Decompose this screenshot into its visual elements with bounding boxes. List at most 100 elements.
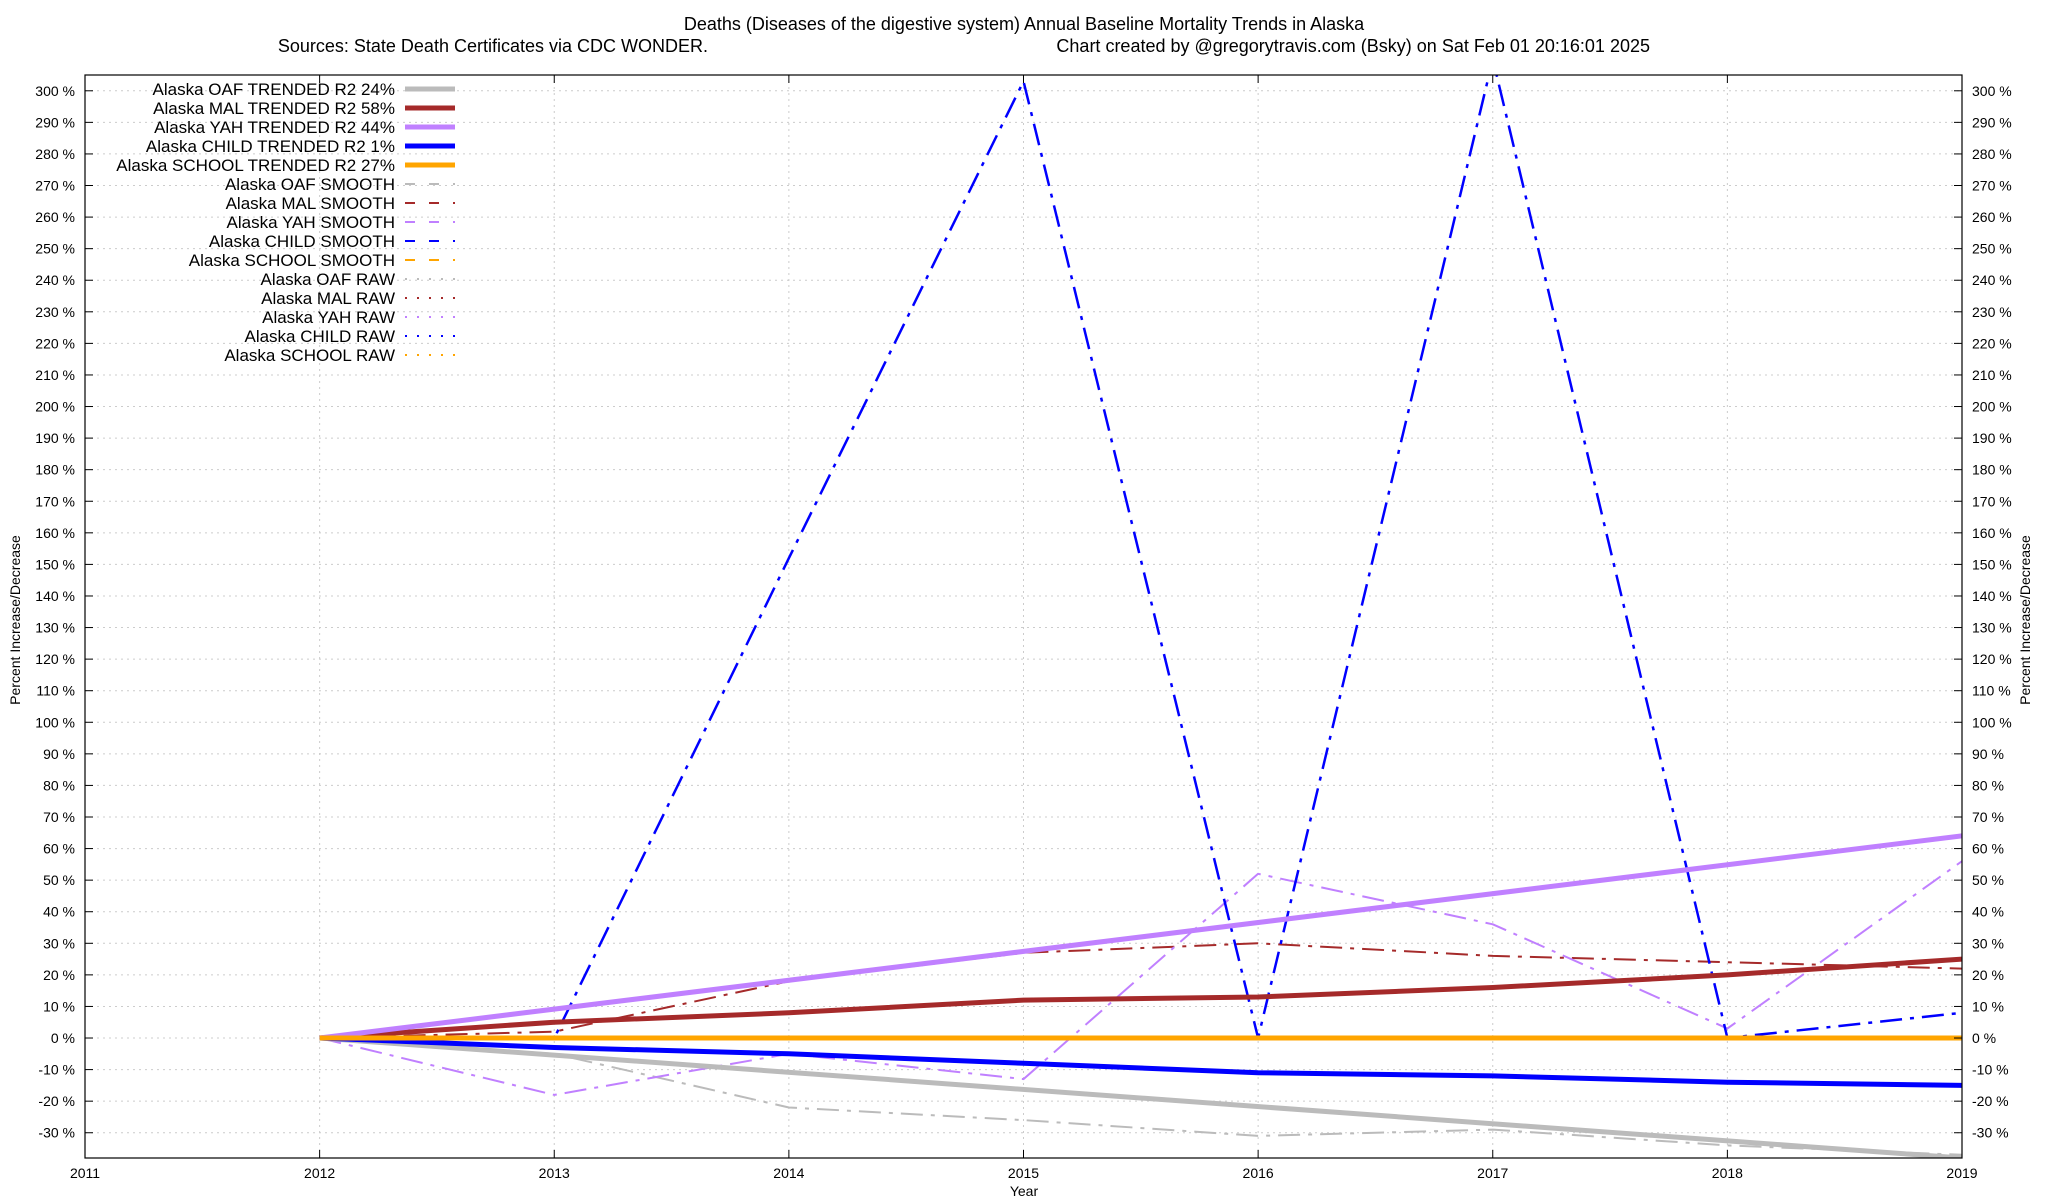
y-tick-label-left: 140 % (35, 588, 75, 604)
y-tick-label-right: 30 % (1972, 935, 2004, 951)
legend-label: Alaska MAL TRENDED R2 58% (153, 99, 395, 118)
y-tick-label-right: 10 % (1972, 998, 2004, 1014)
y-tick-label-left: 170 % (35, 493, 75, 509)
legend-label: Alaska SCHOOL TRENDED R2 27% (116, 156, 395, 175)
y-tick-label-left: 230 % (35, 304, 75, 320)
series-line (319, 1035, 1962, 1158)
y-tick-label-left: 220 % (35, 335, 75, 351)
x-tick-label: 2016 (1243, 1165, 1274, 1181)
y-tick-label-left: 0 % (51, 1030, 75, 1046)
y-tick-label-left: 130 % (35, 620, 75, 636)
y-tick-label-left: 200 % (35, 399, 75, 415)
y-tick-label-left: 250 % (35, 241, 75, 257)
series-line (319, 860, 1962, 1096)
legend-label: Alaska MAL SMOOTH (226, 194, 395, 213)
legend-label: Alaska YAH SMOOTH (227, 213, 395, 232)
legend-label: Alaska MAL RAW (261, 289, 395, 308)
y-tick-label-right: 180 % (1972, 462, 2012, 478)
x-tick-label: 2015 (1008, 1165, 1039, 1181)
y-tick-label-left: 280 % (35, 146, 75, 162)
y-tick-label-left: 160 % (35, 525, 75, 541)
plot-series (319, 75, 1962, 1158)
y-tick-label-left: 190 % (35, 430, 75, 446)
series-line (319, 956, 1962, 1041)
y-tick-label-left: 40 % (43, 904, 75, 920)
x-tick-label: 2014 (773, 1165, 804, 1181)
chart-title: Deaths (Diseases of the digestive system… (684, 14, 1365, 34)
y-tick-label-left: 60 % (43, 841, 75, 857)
y-tick-label-right: 140 % (1972, 588, 2012, 604)
legend-label: Alaska YAH RAW (262, 308, 395, 327)
y-tick-label-right: 100 % (1972, 714, 2012, 730)
x-axis-label: Year (1010, 1183, 1039, 1199)
y-tick-label-left: 210 % (35, 367, 75, 383)
y-tick-label-right: 50 % (1972, 872, 2004, 888)
y-tick-label-right: 240 % (1972, 272, 2012, 288)
legend: Alaska OAF TRENDED R2 24%Alaska MAL TREN… (116, 80, 455, 365)
y-tick-label-right: 160 % (1972, 525, 2012, 541)
y-tick-label-right: 80 % (1972, 777, 2004, 793)
y-tick-label-right: 60 % (1972, 841, 2004, 857)
series-line (319, 1037, 1962, 1156)
x-tick-label: 2012 (304, 1165, 335, 1181)
series-line (319, 833, 1962, 1041)
y-tick-label-left: 50 % (43, 872, 75, 888)
y-tick-label-left: 70 % (43, 809, 75, 825)
y-tick-label-right: 220 % (1972, 335, 2012, 351)
y-tick-label-right: 260 % (1972, 209, 2012, 225)
y-tick-label-left: 150 % (35, 556, 75, 572)
y-tick-label-left: 120 % (35, 651, 75, 667)
y-tick-label-right: 280 % (1972, 146, 2012, 162)
y-tick-label-right: 270 % (1972, 178, 2012, 194)
y-tick-label-right: 90 % (1972, 746, 2004, 762)
y-tick-label-right: 210 % (1972, 367, 2012, 383)
y-tick-label-left: 180 % (35, 462, 75, 478)
x-tick-label: 2011 (70, 1165, 100, 1181)
y-tick-label-right: -20 % (1972, 1093, 2009, 1109)
legend-label: Alaska OAF TRENDED R2 24% (153, 80, 395, 99)
y-tick-label-right: 70 % (1972, 809, 2004, 825)
y-tick-label-left: 270 % (35, 178, 75, 194)
axis-ticks: -30 % -30 % -20 % -20 % -10 % -10 % 0 % 0 % 10 %… (35, 75, 2012, 1181)
y-tick-label-left: 300 % (35, 83, 75, 99)
chart-subtitle-sources: Sources: State Death Certificates via CD… (278, 36, 708, 56)
y-tick-label-right: 230 % (1972, 304, 2012, 320)
y-tick-label-right: 130 % (1972, 620, 2012, 636)
y-tick-label-right: 190 % (1972, 430, 2012, 446)
legend-label: Alaska OAF SMOOTH (225, 175, 395, 194)
legend-label: Alaska CHILD SMOOTH (209, 232, 395, 251)
y-tick-label-left: -20 % (38, 1093, 75, 1109)
y-tick-label-left: -10 % (38, 1062, 75, 1078)
x-tick-label: 2018 (1712, 1165, 1743, 1181)
y-tick-label-left: -30 % (38, 1125, 75, 1141)
y-tick-label-left: 290 % (35, 114, 75, 130)
y-tick-label-right: -30 % (1972, 1125, 2009, 1141)
y-tick-label-right: 170 % (1972, 493, 2012, 509)
y-tick-label-right: 40 % (1972, 904, 2004, 920)
y-tick-label-left: 30 % (43, 935, 75, 951)
y-tick-label-right: -10 % (1972, 1062, 2009, 1078)
x-tick-label: 2017 (1477, 1165, 1508, 1181)
chart-subtitle-credit: Chart created by @gregorytravis.com (Bsk… (1056, 36, 1650, 56)
y-tick-label-left: 10 % (43, 998, 75, 1014)
y-tick-label-right: 120 % (1972, 651, 2012, 667)
x-tick-label: 2019 (1946, 1165, 1977, 1181)
series-line (319, 1035, 1962, 1088)
legend-label: Alaska YAH TRENDED R2 44% (154, 118, 395, 137)
y-tick-label-left: 240 % (35, 272, 75, 288)
y-tick-label-right: 300 % (1972, 83, 2012, 99)
y-tick-label-left: 20 % (43, 967, 75, 983)
legend-label: Alaska CHILD RAW (244, 327, 395, 346)
y-tick-label-right: 0 % (1972, 1030, 1996, 1046)
y-axis-label-right: Percent Increase/Decrease (2017, 535, 2033, 705)
y-tick-label-right: 20 % (1972, 967, 2004, 983)
y-tick-label-left: 90 % (43, 746, 75, 762)
y-tick-label-right: 200 % (1972, 399, 2012, 415)
legend-label: Alaska SCHOOL RAW (224, 346, 395, 365)
y-tick-label-left: 100 % (35, 714, 75, 730)
y-tick-label-right: 150 % (1972, 556, 2012, 572)
legend-label: Alaska CHILD TRENDED R2 1% (146, 137, 395, 156)
legend-label: Alaska SCHOOL SMOOTH (189, 251, 395, 270)
y-tick-label-right: 250 % (1972, 241, 2012, 257)
